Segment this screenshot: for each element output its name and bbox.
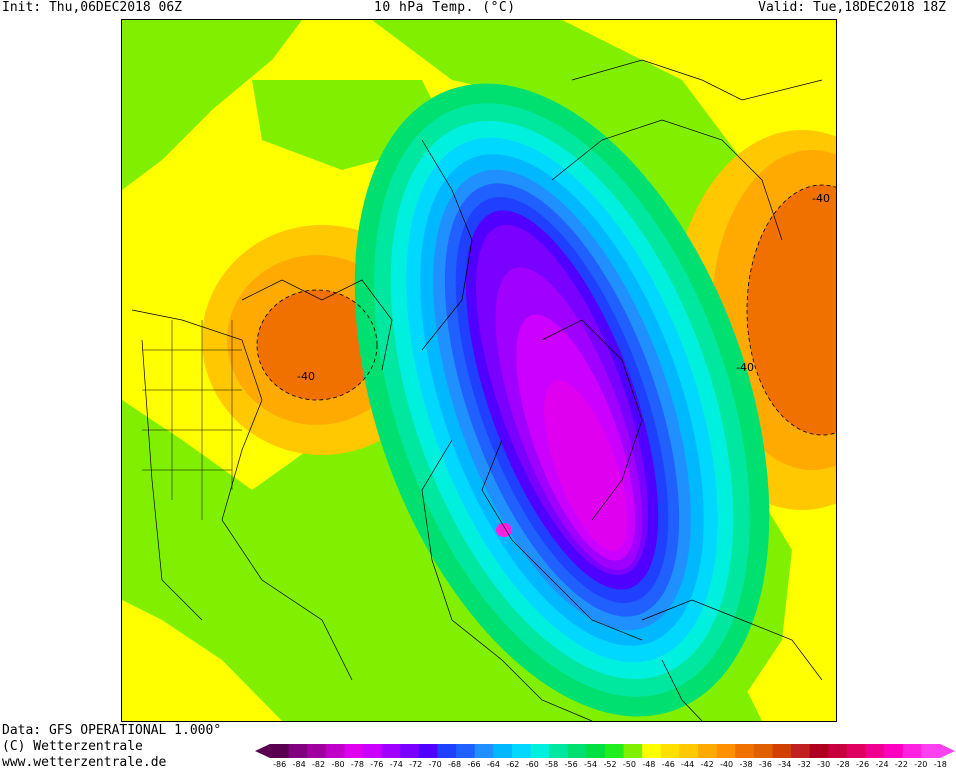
us-state-borders [142, 320, 242, 520]
valid-time: Valid: Tue,18DEC2018 18Z [758, 0, 946, 15]
legend-label: -22 [894, 760, 908, 769]
legend-swatch [381, 744, 401, 758]
legend-label: -36 [758, 760, 772, 769]
legend-swatch [567, 744, 587, 758]
legend-label: -84 [292, 760, 306, 769]
contour-west [256, 289, 378, 401]
legend-label: -66 [467, 760, 481, 769]
contour-label-east-top: -40 [812, 192, 830, 205]
legend-label: -80 [331, 760, 345, 769]
legend-swatch [549, 744, 569, 758]
green-sw [122, 400, 382, 721]
legend-swatch [865, 744, 885, 758]
legend-label: -40 [720, 760, 734, 769]
legend-swatch [884, 744, 904, 758]
legend-label: -30 [817, 760, 831, 769]
color-legend [255, 744, 955, 758]
contour-label-west: -40 [297, 370, 315, 383]
legend-label: -74 [389, 760, 403, 769]
legend-swatch [456, 744, 476, 758]
legend-swatch [753, 744, 773, 758]
legend-swatch [642, 744, 662, 758]
legend-swatch [325, 744, 345, 758]
legend-label: -24 [875, 760, 889, 769]
legend-label: -72 [409, 760, 423, 769]
legend-swatch [288, 744, 308, 758]
init-time: Init: Thu,06DEC2018 06Z [2, 0, 183, 15]
contour-label-east-bottom: -40 [736, 361, 754, 374]
website-link[interactable]: www.wetterzentrale.de [2, 755, 167, 770]
legend-label: -82 [312, 760, 326, 769]
copyright: (C) Wetterzentrale [2, 739, 143, 754]
legend-label: -44 [681, 760, 695, 769]
legend-label: -42 [700, 760, 714, 769]
legend-swatch [307, 744, 327, 758]
legend-label: -34 [778, 760, 792, 769]
legend-label: -54 [584, 760, 598, 769]
legend-swatch [586, 744, 606, 758]
legend-arrow-right [940, 744, 955, 758]
polar-vortex [354, 83, 770, 717]
legend-swatch [660, 744, 680, 758]
legend-label: -28 [836, 760, 850, 769]
legend-label: -50 [622, 760, 636, 769]
legend-swatch [828, 744, 848, 758]
legend-swatch [846, 744, 867, 758]
temperature-map: -40 -40 -40 [121, 19, 837, 722]
map-title: 10 hPa Temp. (°C) [374, 0, 516, 15]
contour-east [746, 184, 836, 436]
green-nw [122, 20, 302, 190]
legend-swatch [791, 744, 811, 758]
legend-swatch [437, 744, 457, 758]
legend-swatch [511, 744, 532, 758]
legend-swatch [772, 744, 792, 758]
legend-label: -70 [428, 760, 442, 769]
legend-arrow-left [255, 744, 270, 758]
legend-swatch [530, 744, 550, 758]
legend-label: -32 [797, 760, 811, 769]
legend-swatch [363, 744, 383, 758]
coastlines [131, 59, 823, 721]
legend-swatch [902, 744, 922, 758]
legend-labels: -86 -84 -82 -80 -78 -76 -74 -72 -70 -68 -66 -64 -62-… [270, 760, 950, 770]
legend-label: -78 [350, 760, 364, 769]
legend-label: -58 [545, 760, 559, 769]
legend-label: -64 [486, 760, 500, 769]
legend-swatch [679, 744, 699, 758]
legend-swatch [474, 744, 494, 758]
legend-swatch [735, 744, 755, 758]
legend-label: -20 [914, 760, 928, 769]
legend-label: -60 [525, 760, 539, 769]
legend-swatch [698, 744, 718, 758]
legend-swatch [809, 744, 829, 758]
warm-cell-west-inner [257, 290, 377, 400]
warm-cell-east-inner [747, 185, 836, 435]
legend-label: -86 [273, 760, 287, 769]
legend-label: -26 [856, 760, 870, 769]
legend-swatch [921, 744, 941, 758]
legend-swatch [493, 744, 513, 758]
legend-label: -56 [564, 760, 578, 769]
legend-swatch [344, 744, 364, 758]
legend-swatch [605, 744, 625, 758]
data-source: Data: GFS OPERATIONAL 1.000° [2, 723, 222, 738]
legend-label: -18 [933, 760, 947, 769]
legend-swatch [270, 744, 290, 758]
legend-label: -52 [603, 760, 617, 769]
legend-swatch [400, 744, 420, 758]
legend-swatch [623, 744, 643, 758]
legend-label: -76 [370, 760, 384, 769]
legend-swatch [418, 744, 438, 758]
legend-swatch [716, 744, 736, 758]
legend-label: -38 [739, 760, 753, 769]
legend-label: -68 [448, 760, 462, 769]
legend-label: -48 [642, 760, 656, 769]
legend-label: -46 [661, 760, 675, 769]
vortex-minimum [496, 523, 512, 537]
legend-label: -62 [506, 760, 520, 769]
